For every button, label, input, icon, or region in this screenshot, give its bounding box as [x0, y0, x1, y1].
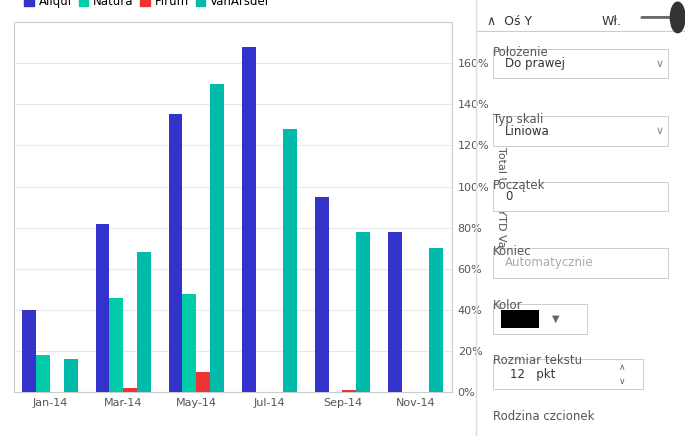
Text: Liniowa: Liniowa	[506, 125, 550, 138]
Bar	[36, 355, 50, 392]
Text: Kolor: Kolor	[493, 299, 523, 312]
FancyBboxPatch shape	[493, 49, 669, 78]
Bar	[210, 84, 224, 392]
Bar	[182, 293, 197, 392]
Bar	[356, 232, 371, 392]
FancyBboxPatch shape	[493, 304, 587, 334]
Bar	[64, 359, 78, 392]
Legend: Aliqui, Natura, Pirum, VanArsdel: Aliqui, Natura, Pirum, VanArsdel	[20, 0, 274, 13]
Text: ∨: ∨	[656, 126, 664, 136]
Y-axis label: Total Units YTD Var %: Total Units YTD Var %	[496, 147, 506, 267]
FancyBboxPatch shape	[501, 310, 538, 328]
FancyBboxPatch shape	[493, 359, 643, 389]
Bar	[137, 252, 151, 392]
Bar	[242, 47, 256, 392]
FancyBboxPatch shape	[493, 182, 669, 211]
Bar	[169, 114, 182, 392]
Bar	[342, 390, 356, 392]
FancyBboxPatch shape	[493, 116, 669, 146]
Text: ▼: ▼	[551, 314, 559, 324]
Text: Koniec: Koniec	[493, 245, 532, 258]
Text: ∧  Oś Y: ∧ Oś Y	[486, 15, 532, 28]
Bar	[314, 197, 329, 392]
Bar	[95, 224, 110, 392]
Text: Początek: Początek	[493, 179, 545, 192]
Text: Rodzina czcionek: Rodzina czcionek	[493, 410, 595, 423]
Bar	[284, 129, 297, 392]
Text: 0: 0	[506, 190, 512, 203]
Text: ∧: ∧	[619, 363, 625, 371]
Text: Automatycznie: Automatycznie	[506, 256, 594, 269]
Bar	[429, 248, 443, 392]
Circle shape	[671, 2, 685, 33]
Text: Typ skali: Typ skali	[493, 113, 543, 126]
Text: ∨: ∨	[656, 59, 664, 68]
Text: 12   pkt: 12 pkt	[510, 368, 555, 381]
Text: Położenie: Położenie	[493, 46, 549, 59]
Text: ∨: ∨	[619, 377, 625, 385]
Text: Do prawej: Do prawej	[506, 57, 565, 70]
FancyBboxPatch shape	[493, 248, 669, 278]
Bar	[388, 232, 401, 392]
Text: Wł.: Wł.	[601, 15, 621, 28]
Bar	[110, 298, 123, 392]
Text: Rozmiar tekstu: Rozmiar tekstu	[493, 354, 582, 367]
Bar	[123, 388, 137, 392]
Bar	[197, 372, 210, 392]
Bar	[23, 310, 36, 392]
